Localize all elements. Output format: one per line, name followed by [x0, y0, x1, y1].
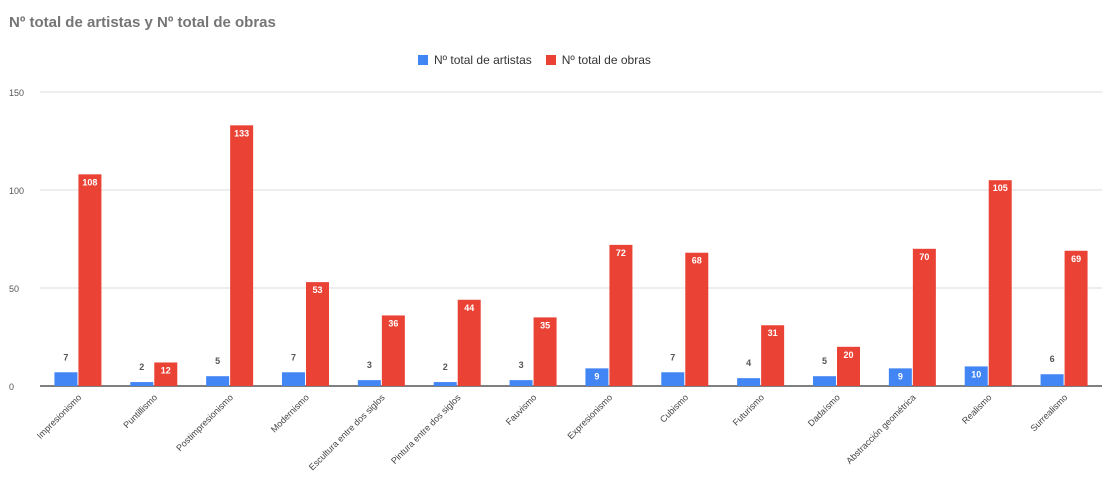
chart-title: Nº total de artistas y Nº total de obras: [9, 14, 276, 31]
legend-swatch-works: [545, 55, 556, 65]
y-tick-label: 100: [9, 186, 24, 196]
bar: [533, 317, 557, 386]
bar: [54, 372, 78, 386]
x-tick-label: Puntillismo: [121, 392, 159, 430]
data-label: 4: [746, 358, 751, 368]
bar: [78, 174, 102, 386]
bar: [685, 252, 709, 386]
data-label: 133: [234, 128, 249, 138]
bar: [661, 372, 685, 386]
x-tick-label: Expresionismo: [566, 392, 615, 441]
y-tick-label: 150: [9, 88, 24, 98]
x-tick-label: Impresionismo: [35, 392, 83, 440]
x-tick-label: Fauvismo: [504, 392, 539, 427]
bar: [230, 125, 254, 386]
legend-label-works: Nº total de obras: [561, 53, 651, 67]
data-label: 9: [594, 371, 599, 381]
x-tick-label: Futurismo: [731, 392, 766, 427]
bar: [357, 380, 381, 386]
bar: [988, 180, 1012, 386]
x-tick-label: Cubismo: [658, 392, 690, 424]
bar: [381, 315, 405, 386]
data-label: 20: [843, 350, 853, 360]
data-label: 108: [82, 177, 97, 187]
y-tick-label: 50: [9, 284, 19, 294]
data-label: 44: [464, 303, 474, 313]
bar: [433, 382, 457, 386]
data-label: 70: [919, 252, 929, 262]
data-label: 7: [670, 352, 675, 362]
data-label: 3: [367, 360, 372, 370]
bar: [737, 378, 761, 386]
x-tick-label: Postimpresionismo: [174, 392, 235, 453]
bar: [837, 346, 860, 386]
legend-item-artists[interactable]: Nº total de artistas: [418, 53, 532, 67]
x-tick-label: Dadaísmo: [806, 392, 842, 428]
data-label: 53: [312, 285, 322, 295]
data-label: 105: [993, 183, 1008, 193]
data-label: 3: [519, 360, 524, 370]
data-label: 12: [161, 365, 171, 375]
bar: [912, 248, 936, 386]
bar: [1064, 250, 1088, 386]
bar: [609, 244, 633, 386]
bar: [1040, 374, 1064, 386]
data-label: 31: [768, 328, 778, 338]
data-label: 68: [692, 256, 702, 266]
bar: [761, 325, 785, 386]
y-tick-label: 0: [9, 382, 14, 392]
bar: [509, 380, 533, 386]
x-tick-label: Surrealismo: [1028, 392, 1069, 433]
x-tick-label: Realismo: [960, 392, 994, 426]
legend: Nº total de artistas Nº total de obras: [418, 53, 665, 67]
data-label: 9: [898, 371, 903, 381]
data-label: 72: [616, 248, 626, 258]
bar: [888, 368, 912, 386]
bar: [130, 382, 154, 386]
legend-label-artists: Nº total de artistas: [434, 53, 532, 67]
x-tick-label: Pintura entre dos siglos: [389, 392, 463, 466]
legend-swatch-artists: [418, 55, 428, 65]
bar: [306, 282, 329, 386]
data-label: 2: [443, 362, 448, 372]
data-label: 5: [215, 356, 220, 366]
data-label: 69: [1071, 254, 1081, 264]
bar: [585, 368, 609, 386]
data-label: 2: [139, 362, 144, 372]
bar: [813, 376, 836, 386]
bar: [282, 372, 305, 386]
legend-item-works[interactable]: Nº total de obras: [545, 53, 651, 67]
data-label: 7: [63, 352, 68, 362]
data-label: 5: [822, 356, 827, 366]
data-label: 6: [1050, 354, 1055, 364]
bar: [154, 362, 178, 386]
bar: [964, 366, 988, 386]
bar: [206, 376, 230, 386]
data-label: 36: [388, 318, 398, 328]
data-label: 35: [540, 320, 550, 330]
x-tick-label: Abstracción geométrica: [844, 392, 918, 466]
x-tick-label: Escultura entre dos siglos: [307, 392, 387, 472]
data-label: 10: [971, 369, 981, 379]
x-tick-label: Modernismo: [269, 392, 311, 434]
data-label: 7: [291, 352, 296, 362]
bar: [457, 299, 481, 386]
